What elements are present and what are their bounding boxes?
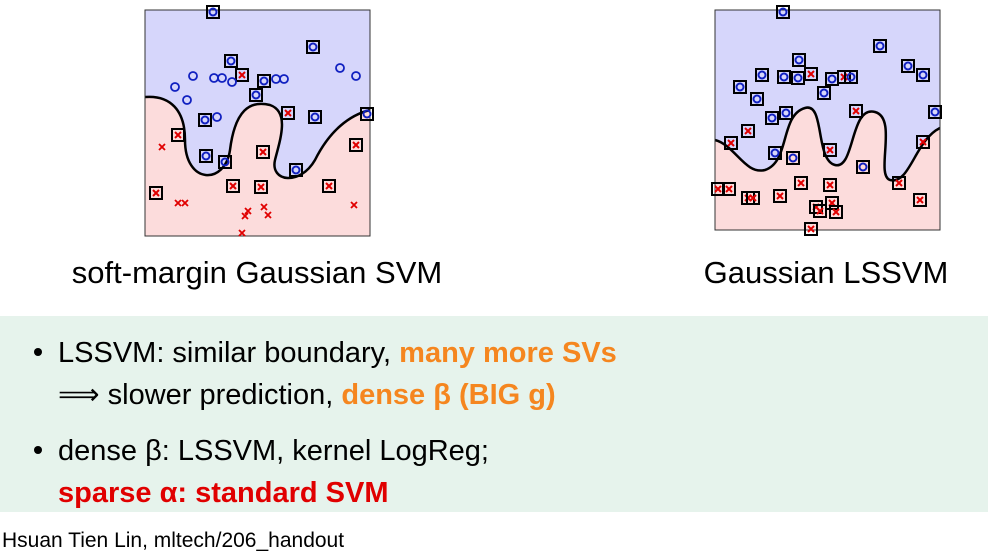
caption: Gaussian LSSVM <box>704 255 949 290</box>
bullet-text: dense β: LSSVM, kernel LogReg; <box>58 435 489 467</box>
bullet-text: LSSVM: similar boundary, many more SVs <box>58 337 617 369</box>
footer: Hsuan Tien Lin, mltech/206_handout <box>2 529 344 552</box>
plot-svm <box>144 5 374 237</box>
bullet-box <box>0 316 988 512</box>
bullet-text: ⟹ slower prediction, dense β (BIG g) <box>58 379 556 411</box>
text: LSSVM: similar boundary, <box>58 337 391 369</box>
arrow: ⟹ <box>58 379 100 411</box>
text: slower prediction, <box>108 379 334 411</box>
caption: soft-margin Gaussian SVM <box>72 255 442 290</box>
bullet-dot <box>34 446 42 454</box>
highlight: sparse α: standard SVM <box>58 477 388 509</box>
highlight: many more SVs <box>399 337 617 369</box>
highlight: dense β (BIG g) <box>341 379 555 411</box>
plot-lssvm <box>711 5 942 236</box>
bullet-dot <box>34 348 42 356</box>
